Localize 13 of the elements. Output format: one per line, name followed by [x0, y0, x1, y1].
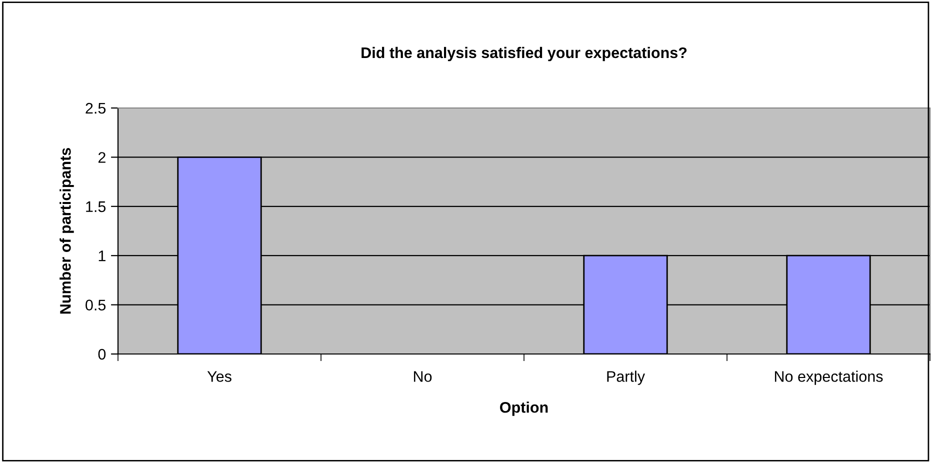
y-tick-label: 1 — [98, 250, 106, 262]
y-tick-label: 2.5 — [86, 102, 106, 114]
y-tick-label: 0 — [98, 348, 106, 360]
y-tick-label: 1.5 — [86, 201, 106, 212]
x-tick-label: Yes — [207, 371, 232, 382]
x-axis-title: Option — [500, 402, 548, 416]
y-tick-label: 2 — [98, 152, 106, 163]
x-tick-label: No expectations — [774, 370, 883, 385]
chart-title: Did the analysis satisfied your expectations? — [362, 46, 687, 62]
x-tick-label: No — [414, 371, 432, 382]
x-tick-label: Partly — [607, 370, 645, 385]
y-tick-label: 0.5 — [86, 300, 106, 310]
y-axis-title: Number of participants — [60, 148, 74, 314]
